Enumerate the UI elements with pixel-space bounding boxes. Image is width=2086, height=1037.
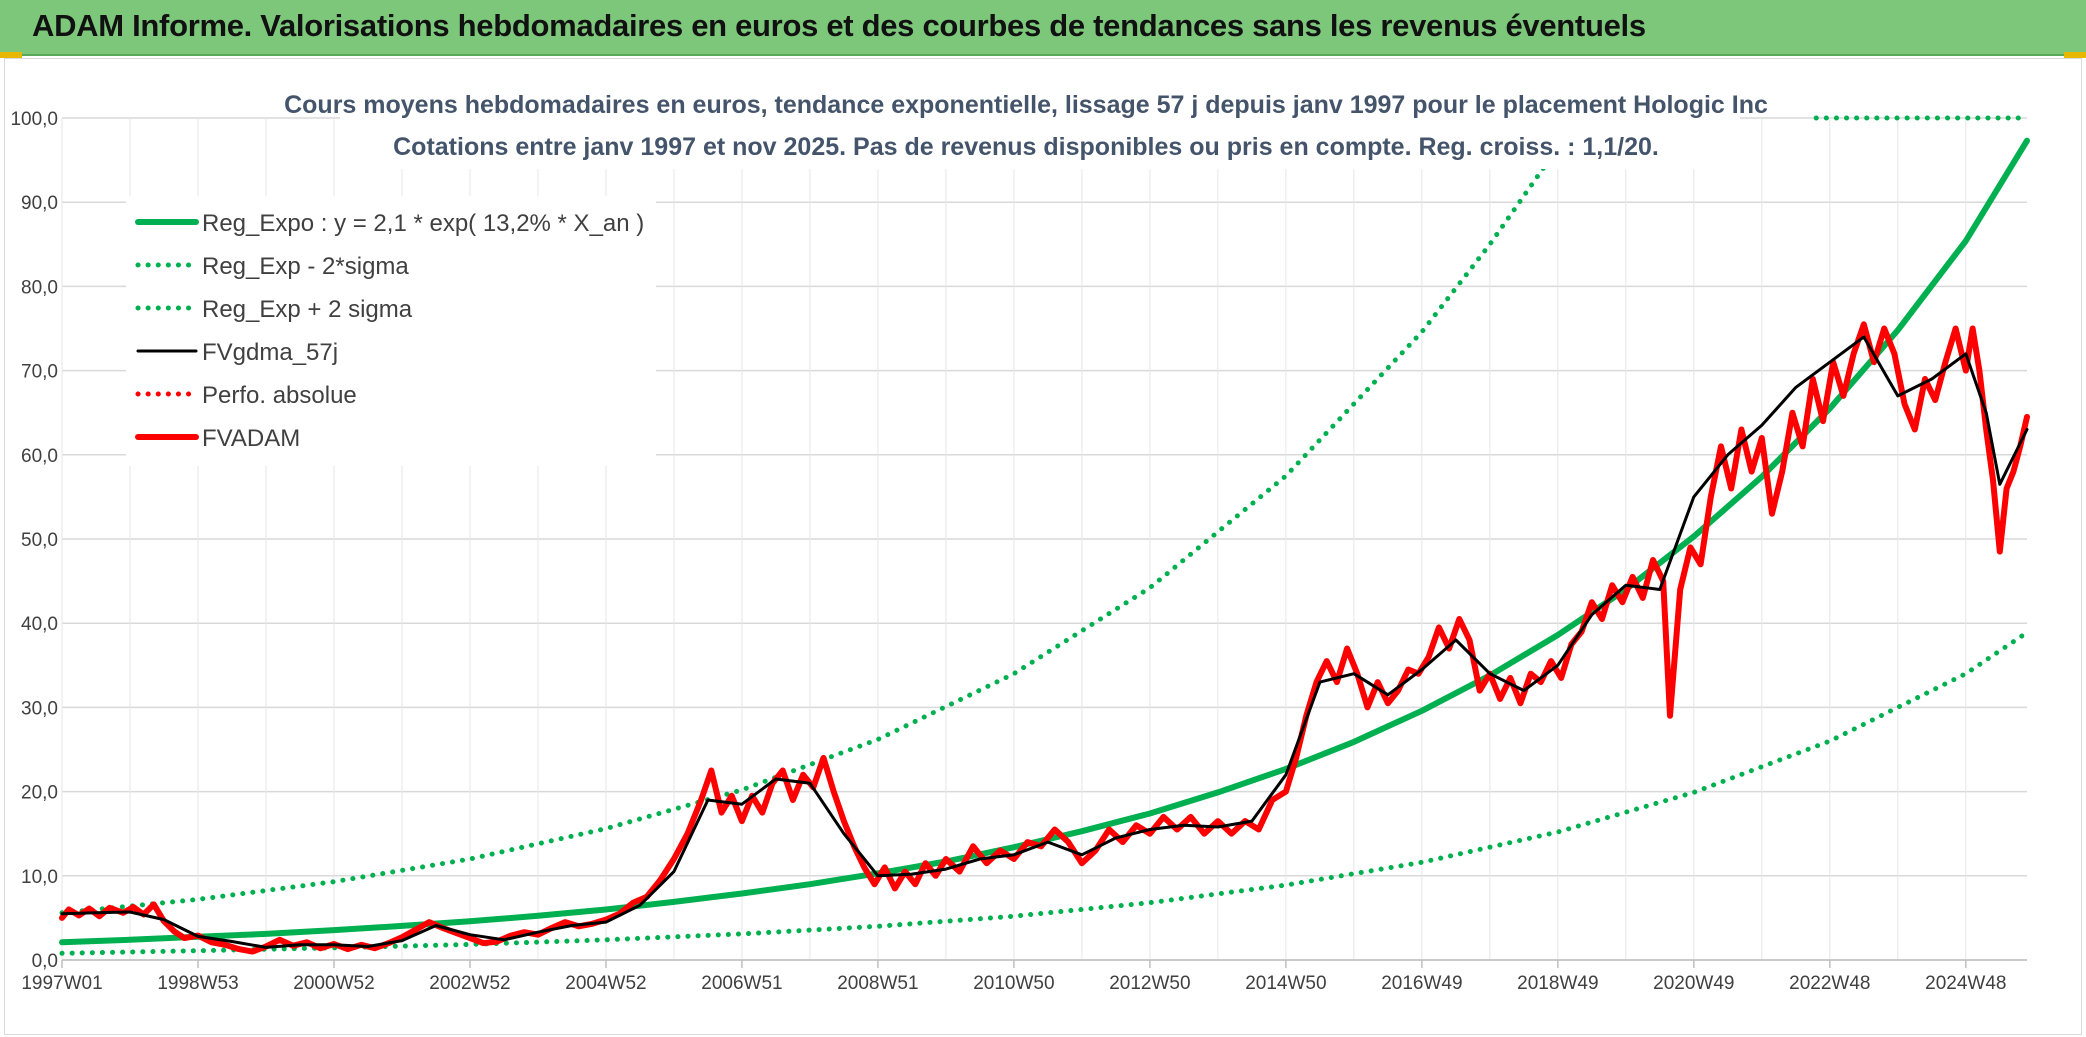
x-tick-label: 2004W52	[565, 973, 646, 994]
legend-label: Reg_Exp - 2*sigma	[202, 253, 409, 280]
y-tick-label: 50,0	[21, 530, 58, 551]
y-tick-label: 20,0	[21, 783, 58, 804]
x-tick-label: 1998W53	[157, 973, 238, 994]
legend-label: FVADAM	[202, 425, 300, 452]
x-tick-label: 2022W48	[1789, 973, 1870, 994]
banner-title: ADAM Informe. Valorisations hebdomadaire…	[32, 8, 1646, 43]
legend-label: FVgdma_57j	[202, 339, 338, 366]
corner-marker-left	[0, 52, 22, 58]
x-tick-label: 2016W49	[1381, 973, 1462, 994]
chart-title: Cours moyens hebdomadaires en euros, ten…	[284, 91, 1768, 119]
y-tick-label: 60,0	[21, 446, 58, 467]
y-tick-label: 10,0	[21, 867, 58, 888]
x-tick-label: 2010W50	[973, 973, 1054, 994]
x-tick-label: 2012W50	[1109, 973, 1190, 994]
x-tick-label: 2002W52	[429, 973, 510, 994]
x-tick-label: 2024W48	[1925, 973, 2006, 994]
legend-label: Perfo. absolue	[202, 382, 357, 409]
legend-label: Reg_Exp + 2 sigma	[202, 296, 413, 323]
x-tick-label: 2008W51	[837, 973, 918, 994]
chart-title-box	[340, 83, 1740, 169]
y-tick-label: 70,0	[21, 362, 58, 383]
series-line-1	[59, 630, 2030, 956]
header-banner: ADAM Informe. Valorisations hebdomadaire…	[0, 0, 2086, 56]
x-tick-label: 2000W52	[293, 973, 374, 994]
series-line-2	[59, 115, 1585, 916]
y-tick-label: 100,0	[10, 109, 58, 130]
x-tick-label: 2006W51	[701, 973, 782, 994]
legend-box	[126, 196, 656, 466]
y-tick-label: 90,0	[21, 193, 58, 214]
chart-subtitle: Cotations entre janv 1997 et nov 2025. P…	[393, 133, 1659, 161]
y-tick-label: 0,0	[32, 951, 58, 972]
series-line-3	[60, 335, 2029, 949]
corner-marker-right	[2064, 52, 2086, 58]
y-tick-label: 40,0	[21, 614, 58, 635]
y-tick-label: 30,0	[21, 698, 58, 719]
x-tick-label: 2018W49	[1517, 973, 1598, 994]
legend-label: Reg_Expo : y = 2,1 * exp( 13,2% * X_an )	[202, 210, 644, 237]
y-tick-label: 80,0	[21, 277, 58, 298]
x-tick-label: 2020W49	[1653, 973, 1734, 994]
x-tick-label: 1997W01	[21, 973, 102, 994]
x-tick-label: 2014W50	[1245, 973, 1326, 994]
